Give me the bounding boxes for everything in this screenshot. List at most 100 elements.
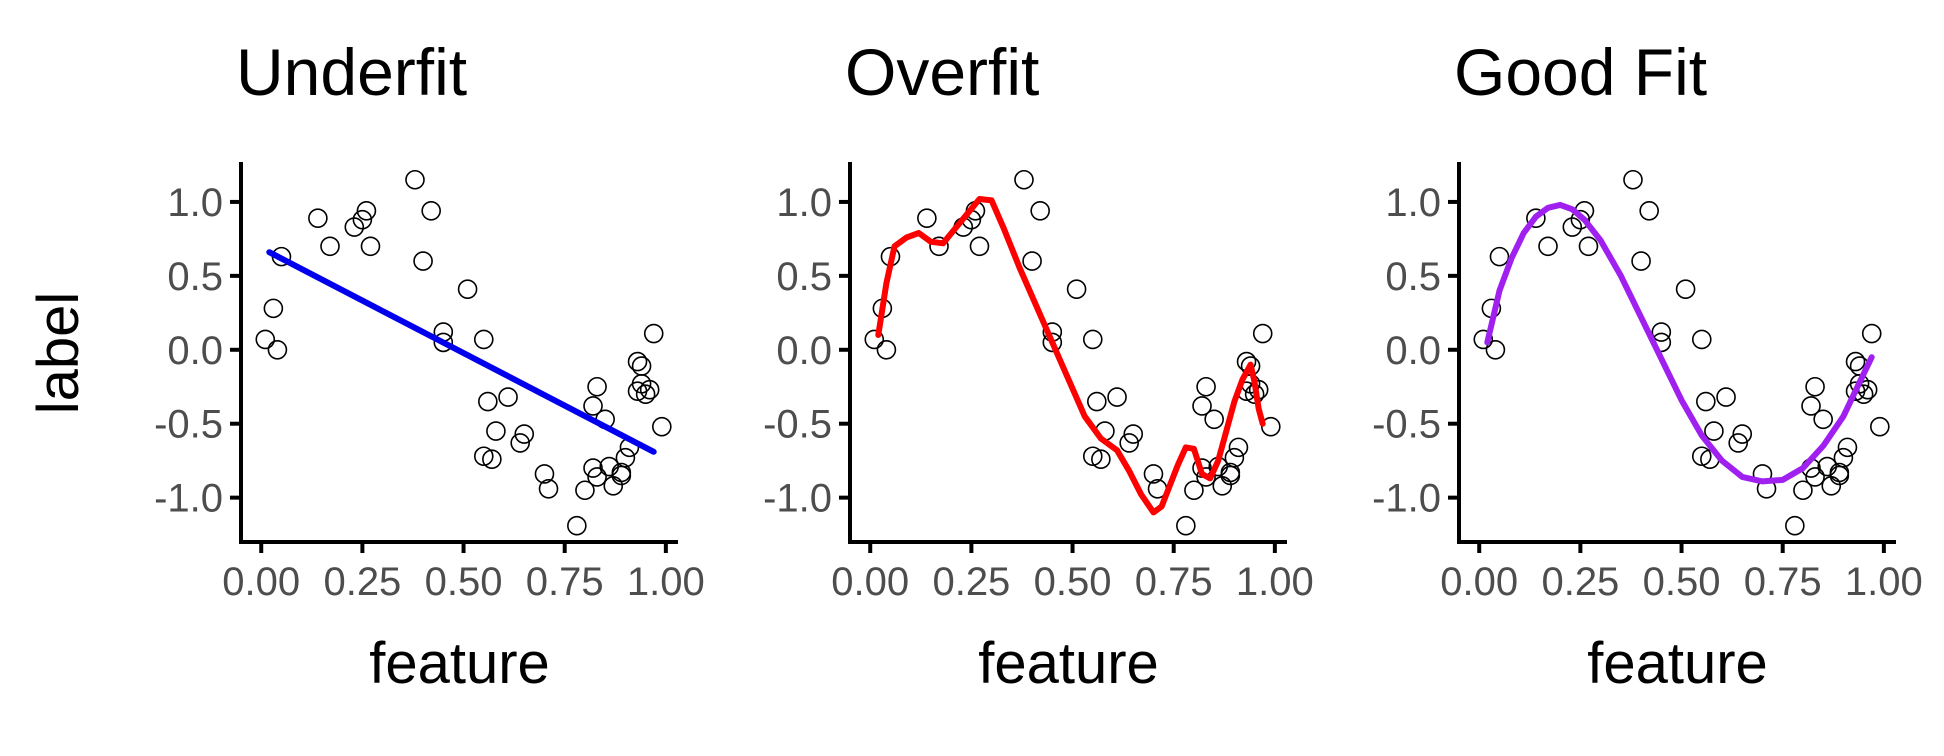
fit-line-good-fit [1484, 201, 1875, 485]
data-point [1489, 246, 1510, 267]
data-point [405, 169, 425, 190]
data-point [1578, 236, 1599, 257]
data-point [1176, 515, 1196, 536]
data-point [615, 447, 636, 468]
data-point [864, 329, 885, 350]
fit-line-overfit [875, 196, 1266, 516]
data-point [635, 384, 656, 404]
data-point [1192, 396, 1212, 416]
data-point [1082, 446, 1103, 467]
data-point [360, 236, 381, 257]
data-point [320, 236, 340, 257]
x-tick-label: 0.50 [425, 560, 503, 604]
data-point [1087, 391, 1107, 412]
x-tick-label: 1.00 [1845, 560, 1923, 604]
data-point [627, 351, 648, 372]
data-point [433, 332, 454, 353]
data-point [478, 391, 498, 412]
data-point [352, 209, 373, 230]
data-point [486, 421, 506, 441]
data-point [267, 339, 288, 360]
data-point [1184, 480, 1204, 501]
y-tick-label: 0.5 [1385, 255, 1441, 299]
x-tick-label: 0.50 [1643, 560, 1721, 604]
data-point [1030, 200, 1050, 221]
x-tick-label: 0.25 [932, 560, 1010, 604]
data-point [1252, 323, 1273, 344]
fit-line-underfit [266, 249, 657, 455]
data-point [1143, 464, 1164, 484]
data-point [510, 433, 530, 453]
y-tick-label: -1.0 [763, 477, 832, 521]
data-point [876, 339, 897, 360]
data-point [1224, 447, 1245, 468]
data-point [1861, 323, 1882, 344]
data-point [1485, 339, 1506, 360]
data-point [1805, 467, 1825, 487]
data-point [917, 208, 937, 228]
data-point [1091, 449, 1111, 469]
data-point [1691, 329, 1712, 350]
data-point [969, 236, 990, 257]
data-point [1691, 446, 1712, 467]
y-tick-label: 0.0 [167, 329, 223, 373]
x-tick-label: 0.00 [222, 560, 300, 604]
x-axis-title: feature [978, 631, 1159, 696]
data-point [263, 298, 284, 319]
data-point [1728, 433, 1748, 453]
y-tick-label: 1.0 [167, 181, 223, 225]
data-point [482, 449, 502, 469]
data-point [1870, 416, 1890, 437]
data-point [1829, 462, 1850, 483]
data-point [652, 416, 672, 437]
x-tick-label: 0.50 [1034, 560, 1112, 604]
y-tick-label: -1.0 [1372, 477, 1441, 521]
y-tick-label: -0.5 [763, 403, 832, 447]
data-point [583, 396, 603, 416]
panel-overfit: Overfit -1.0 -0.5 0.0 0.5 1.0 0.00 0.25 0.50 0.75… [763, 35, 1314, 696]
data-point [1526, 208, 1546, 228]
data-point [1623, 169, 1643, 190]
data-point [413, 251, 433, 271]
data-point [457, 279, 478, 299]
data-point [1845, 351, 1866, 372]
data-point [1123, 424, 1144, 444]
data-point [356, 200, 377, 221]
data-point [1837, 437, 1858, 458]
y-tick-label: -1.0 [154, 477, 223, 521]
x-tick-label: 1.00 [1236, 560, 1314, 604]
x-tick-label: 0.00 [1440, 560, 1518, 604]
data-point [1538, 236, 1558, 257]
data-point [1704, 421, 1724, 441]
data-point [1119, 433, 1139, 453]
data-point [575, 480, 595, 501]
x-tick-label: 1.00 [627, 560, 705, 604]
data-point [514, 424, 535, 444]
x-axis-title: feature [1587, 631, 1768, 696]
data-point [1651, 322, 1672, 342]
data-point [1631, 251, 1651, 271]
data-point [1716, 387, 1736, 407]
data-point [1220, 462, 1241, 483]
data-point [534, 464, 555, 484]
data-point [1801, 396, 1821, 416]
x-tick-label: 0.25 [323, 560, 401, 604]
data-point [587, 376, 607, 397]
y-tick-label: 1.0 [776, 181, 832, 225]
data-point [611, 462, 632, 483]
panel-underfit: Underfit -1.0 -0.5 0.0 0.5 1.0 0.00 0.25 0.50 0.7… [154, 35, 705, 696]
data-point [1805, 376, 1825, 397]
data-point [473, 329, 494, 350]
data-point [1675, 279, 1696, 299]
data-point [1228, 437, 1249, 458]
x-tick-label: 0.25 [1541, 560, 1619, 604]
data-point [308, 208, 328, 228]
panel-title: Good Fit [1454, 35, 1707, 109]
data-point [567, 515, 587, 536]
y-tick-label: -0.5 [1372, 403, 1441, 447]
data-point [1833, 447, 1854, 468]
data-point [1732, 424, 1753, 444]
data-point [1473, 329, 1494, 350]
